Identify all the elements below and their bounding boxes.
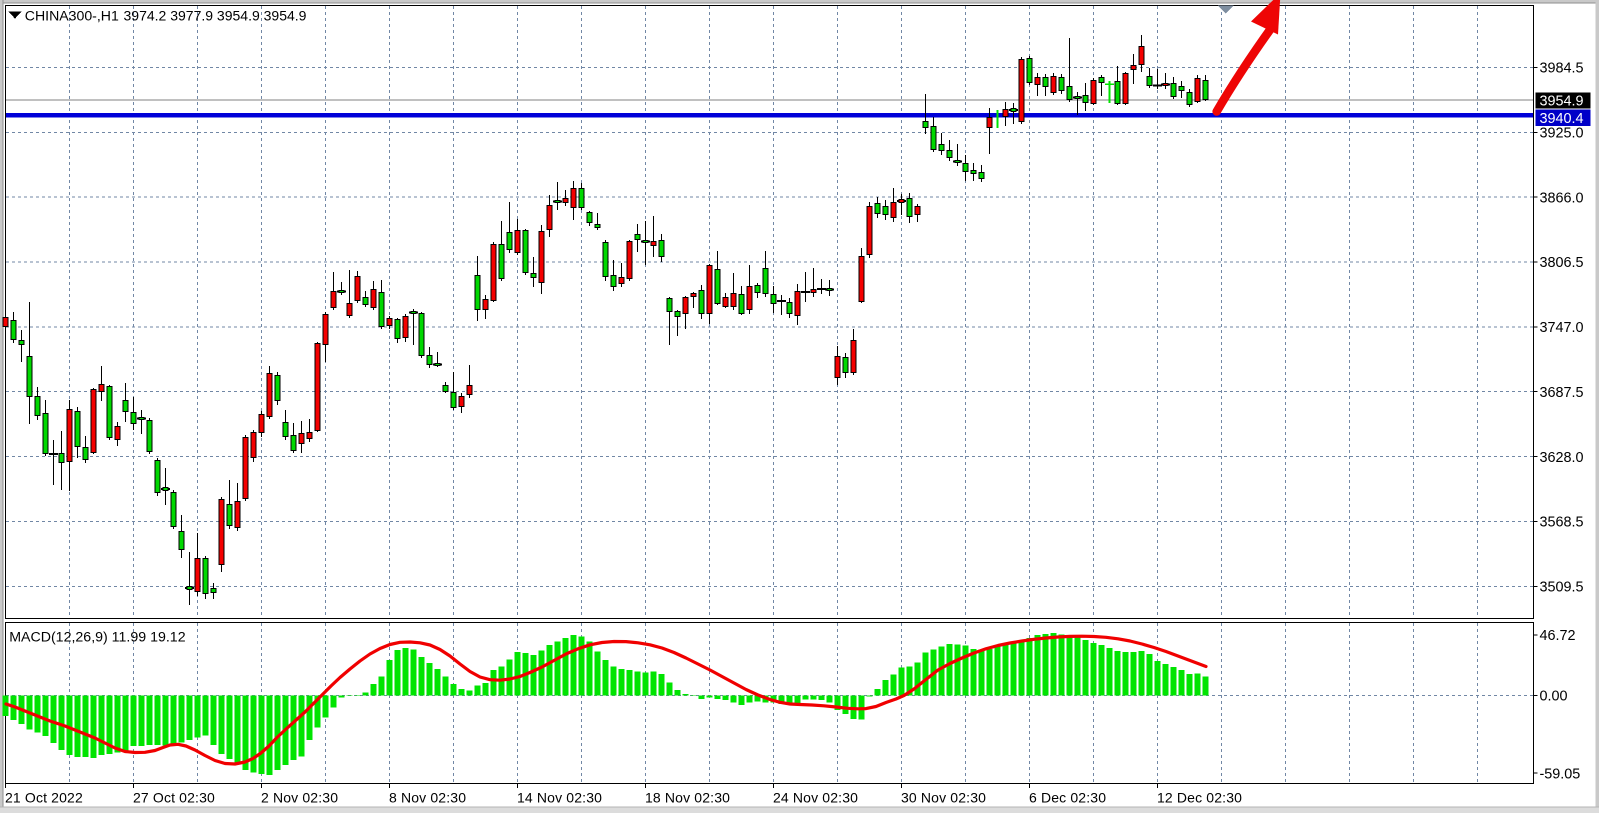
svg-text:3568.5: 3568.5 xyxy=(1540,515,1584,531)
svg-text:3954.9: 3954.9 xyxy=(1540,94,1584,110)
svg-text:3974.2 3977.9 3954.9 3954.9: 3974.2 3977.9 3954.9 3954.9 xyxy=(124,8,307,24)
svg-text:21 Oct 2022: 21 Oct 2022 xyxy=(5,790,83,806)
svg-text:3940.4: 3940.4 xyxy=(1540,111,1584,127)
svg-text:24 Nov 02:30: 24 Nov 02:30 xyxy=(773,790,858,806)
svg-text:3925.0: 3925.0 xyxy=(1540,126,1584,142)
svg-text:30 Nov 02:30: 30 Nov 02:30 xyxy=(901,790,986,806)
svg-text:46.72: 46.72 xyxy=(1540,628,1576,644)
svg-text:MACD(12,26,9) 11.99 19.12: MACD(12,26,9) 11.99 19.12 xyxy=(9,629,186,645)
svg-text:3628.0: 3628.0 xyxy=(1540,450,1584,466)
svg-text:3509.5: 3509.5 xyxy=(1540,580,1584,596)
svg-text:27 Oct 02:30: 27 Oct 02:30 xyxy=(133,790,215,806)
svg-text:12 Dec 02:30: 12 Dec 02:30 xyxy=(1157,790,1242,806)
svg-text:0.00: 0.00 xyxy=(1540,689,1568,705)
svg-text:6 Dec 02:30: 6 Dec 02:30 xyxy=(1029,790,1106,806)
svg-text:-59.05: -59.05 xyxy=(1540,766,1581,782)
svg-text:3866.0: 3866.0 xyxy=(1540,190,1584,206)
svg-text:CHINA300-,H1: CHINA300-,H1 xyxy=(25,8,119,24)
svg-text:3747.0: 3747.0 xyxy=(1540,320,1584,336)
svg-text:18 Nov 02:30: 18 Nov 02:30 xyxy=(645,790,730,806)
svg-text:2 Nov 02:30: 2 Nov 02:30 xyxy=(261,790,338,806)
svg-text:14 Nov 02:30: 14 Nov 02:30 xyxy=(517,790,602,806)
svg-text:3687.5: 3687.5 xyxy=(1540,385,1584,401)
svg-text:3806.5: 3806.5 xyxy=(1540,255,1584,271)
svg-text:3984.5: 3984.5 xyxy=(1540,61,1584,77)
svg-text:8 Nov 02:30: 8 Nov 02:30 xyxy=(389,790,466,806)
